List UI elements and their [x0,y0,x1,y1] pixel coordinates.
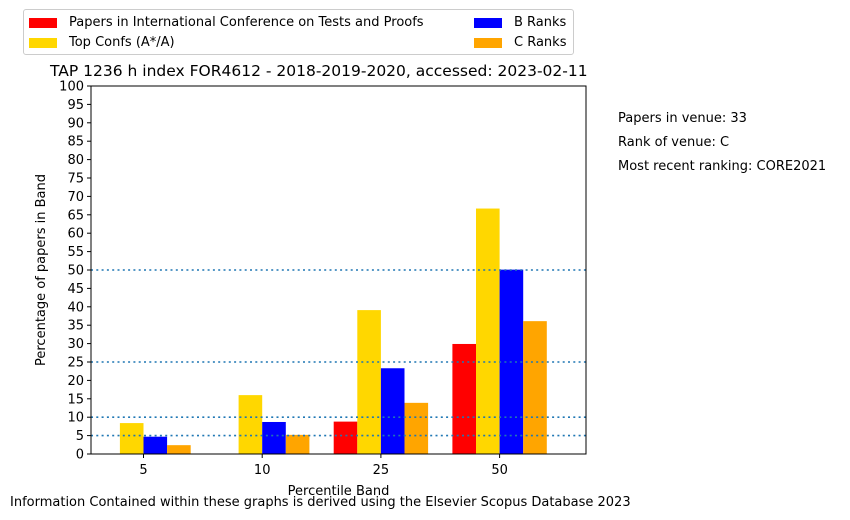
y-tick-label-45: 45 [67,282,84,297]
bar-top-confs-a-a-50 [476,208,500,454]
bar-top-confs-a-a-5 [119,423,144,454]
y-axis-label: Percentage of papers in Band [34,174,49,366]
y-tick-label-95: 95 [67,98,84,113]
y-tick-label-75: 75 [67,172,84,187]
bar-papers-in-international-conference-on-tests-and-proofs-25 [333,421,358,454]
x-tick-label-25: 25 [373,463,390,478]
legend-label-venue: Papers in International Conference on Te… [69,15,424,30]
y-tick-label-40: 40 [67,300,84,315]
y-tick-label-65: 65 [67,208,84,223]
x-tick-label-10: 10 [254,463,271,478]
bar-b-ranks-10 [262,421,286,454]
legend-swatch-c-ranks [474,38,502,48]
bar-b-ranks-5 [143,436,168,454]
y-tick-label-60: 60 [67,227,84,242]
papers-in-venue-note: Papers in venue: 33 [618,111,747,126]
legend-swatch-b-ranks [474,18,502,28]
x-tick-label-50: 50 [491,463,508,478]
bar-top-confs-a-a-25 [357,310,381,454]
y-tick-label-70: 70 [67,190,84,205]
chart-title: TAP 1236 h index FOR4612 - 2018-2019-202… [50,62,588,80]
recent-ranking-note: Most recent ranking: CORE2021 [618,159,827,174]
bar-top-confs-a-a-10 [238,395,263,454]
x-axis-label: Percentile Band [288,484,390,499]
y-tick-label-100: 100 [59,80,84,95]
y-tick-label-10: 10 [67,411,84,426]
y-tick-label-55: 55 [67,245,84,260]
rank-of-venue-note: Rank of venue: C [618,135,730,150]
y-tick-label-80: 80 [67,153,84,168]
legend-swatch-top-confs [29,38,57,48]
bar-c-ranks-25 [404,402,429,454]
y-tick-label-50: 50 [67,264,84,279]
y-tick-label-20: 20 [67,374,84,389]
y-tick-label-5: 5 [76,429,84,444]
y-tick-label-15: 15 [67,392,84,407]
legend-label-b-ranks: B Ranks [514,15,567,30]
data-source-footer: Information Contained within these graph… [10,495,631,510]
y-tick-label-35: 35 [67,319,84,334]
y-tick-label-25: 25 [67,356,84,371]
bar-c-ranks-5 [167,445,191,454]
bar-c-ranks-10 [285,434,310,454]
bar-c-ranks-50 [523,321,547,454]
y-tick-label-85: 85 [67,135,84,150]
legend-label-c-ranks: C Ranks [514,35,567,50]
legend-label-top-confs: Top Confs (A*/A) [69,35,175,50]
legend-swatch-venue [29,18,57,28]
x-tick-label-5: 5 [139,463,147,478]
y-tick-label-30: 30 [67,337,84,352]
y-tick-label-90: 90 [67,116,84,131]
chart-legend: Papers in International Conference on Te… [23,9,574,55]
bar-papers-in-international-conference-on-tests-and-proofs-50 [452,343,476,454]
y-tick-label-0: 0 [76,448,84,463]
bar-b-ranks-25 [380,368,405,454]
